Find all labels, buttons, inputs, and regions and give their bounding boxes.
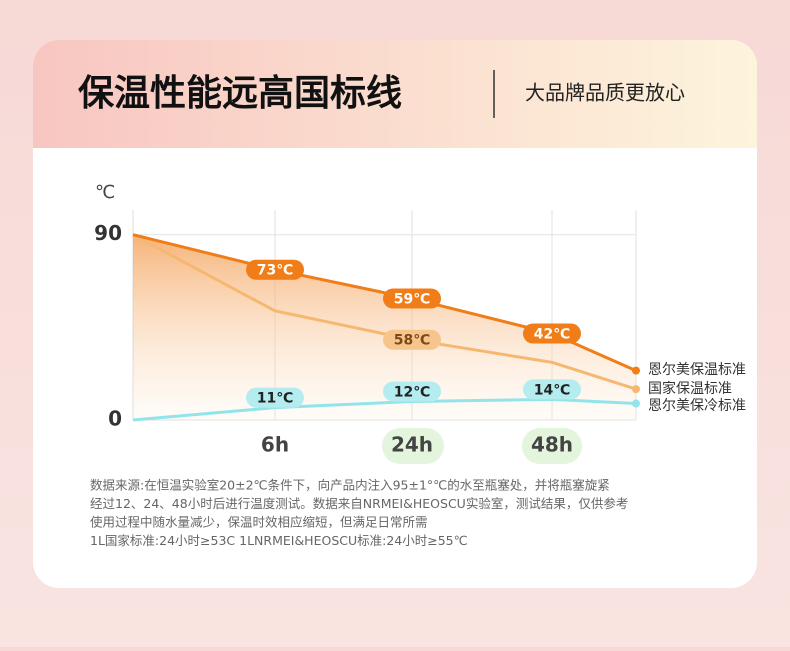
- x-tick-label: 48h: [531, 433, 573, 457]
- value-label: 14℃: [534, 382, 570, 398]
- notes: 数据来源:在恒温实验室20±2℃条件下，向产品内注入95±1°℃的水至瓶塞处，并…: [90, 478, 628, 549]
- legend-label: 国家保温标准: [648, 380, 732, 397]
- series-line: [132, 397, 637, 422]
- unit: ℃: [95, 182, 115, 203]
- x-tick-label: 6h: [261, 433, 289, 457]
- legend-label: 恩尔美保冷标准: [648, 398, 746, 414]
- highlight: [382, 428, 444, 464]
- value-pill: [383, 288, 441, 309]
- header-band: [33, 40, 757, 148]
- value-label: 42℃: [534, 327, 570, 343]
- y-tick-label: 0: [108, 407, 122, 431]
- value-pill: [383, 329, 441, 350]
- value-pill: [246, 259, 304, 280]
- note-line: 数据来源:在恒温实验室20±2℃条件下，向产品内注入95±1°℃的水至瓶塞处，并…: [90, 478, 610, 493]
- value-pill: [246, 387, 304, 408]
- value-label: 12℃: [394, 384, 430, 400]
- value-label: 73℃: [257, 263, 293, 279]
- plot: 0 90 6h 24h 48h 恩尔美保温标准 73℃ 59℃ 42℃ 国家保温标准 58℃ 恩尔美保…: [94, 210, 746, 457]
- value-pill: [523, 323, 581, 344]
- x-tick-label: 24h: [391, 433, 433, 457]
- value-pill: [383, 381, 441, 402]
- legend-label: 恩尔美保温标准: [648, 362, 746, 378]
- subtitle: 大品牌品质更放心: [525, 81, 685, 105]
- end-dot: [632, 366, 640, 375]
- y-tick-label: 90: [94, 221, 122, 245]
- end-dot: [632, 399, 640, 408]
- highlight: [522, 428, 582, 464]
- note-line: 1L国家标准:24小时≥53C 1LNRMEI&HEOSCU标准:24小时≥55…: [90, 533, 468, 548]
- title: 保温性能远高国标线: [78, 73, 402, 114]
- end-dot: [632, 385, 640, 394]
- value-pill: [523, 379, 581, 400]
- value-label: 58℃: [394, 333, 430, 349]
- area: [133, 234, 636, 420]
- note-line: 使用过程中随水量减少，保温时效相应缩短，但满足日常所需: [90, 515, 428, 530]
- value-label: 59℃: [394, 292, 430, 308]
- value-label: 11℃: [257, 391, 293, 407]
- note-line: 经过12、24、48小时后进行温度测试。数据来自NRMEI&HEOSCU实验室，…: [90, 496, 628, 511]
